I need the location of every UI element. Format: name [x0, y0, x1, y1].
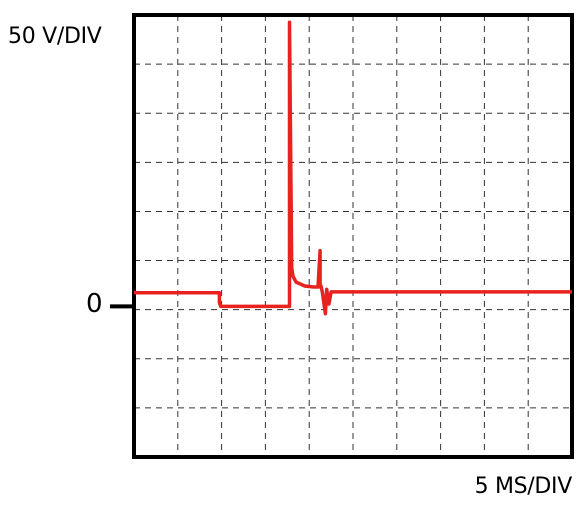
y-axis-label: 50 V/DIV: [8, 24, 102, 49]
signal-trace: [134, 20, 572, 316]
x-axis-label: 5 MS/DIV: [474, 474, 573, 499]
plot-frame: [132, 13, 574, 459]
zero-level-label: 0: [86, 289, 103, 320]
grid: [134, 15, 572, 457]
